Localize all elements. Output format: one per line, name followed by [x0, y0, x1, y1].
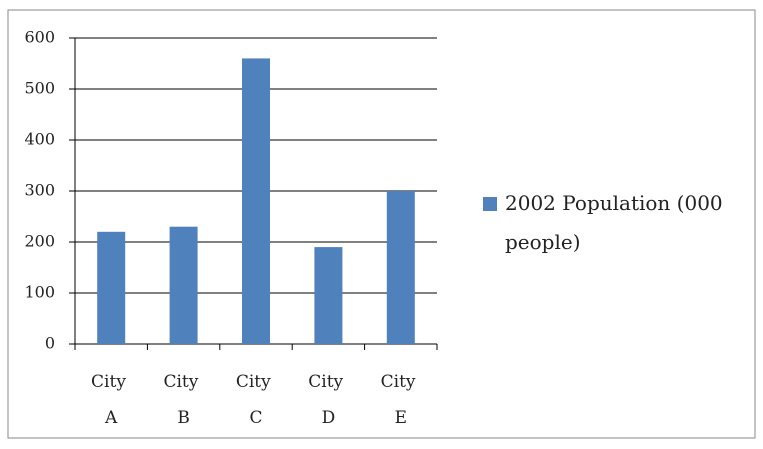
x-tick-label: City E — [381, 372, 421, 428]
x-tick-label: City A — [91, 372, 131, 428]
chart-border — [7, 9, 756, 439]
x-tick-label: City C — [236, 372, 276, 428]
bar — [169, 226, 198, 344]
y-tick-label: 400 — [24, 130, 55, 149]
bar — [242, 58, 270, 345]
bar — [386, 191, 415, 344]
y-tick-label: 0 — [45, 334, 55, 353]
y-tick-label: 300 — [24, 181, 55, 200]
x-tick-label: City D — [308, 372, 348, 428]
y-tick-label: 100 — [24, 283, 55, 302]
legend-label: 2002 Population (000 people) — [505, 191, 729, 254]
bar — [97, 231, 126, 344]
bar — [314, 247, 343, 344]
y-tick-label: 600 — [24, 28, 55, 47]
legend-swatch — [483, 197, 497, 211]
y-tick-label: 200 — [24, 232, 55, 251]
y-tick-label: 500 — [24, 79, 55, 98]
x-tick-label: City B — [163, 372, 203, 428]
